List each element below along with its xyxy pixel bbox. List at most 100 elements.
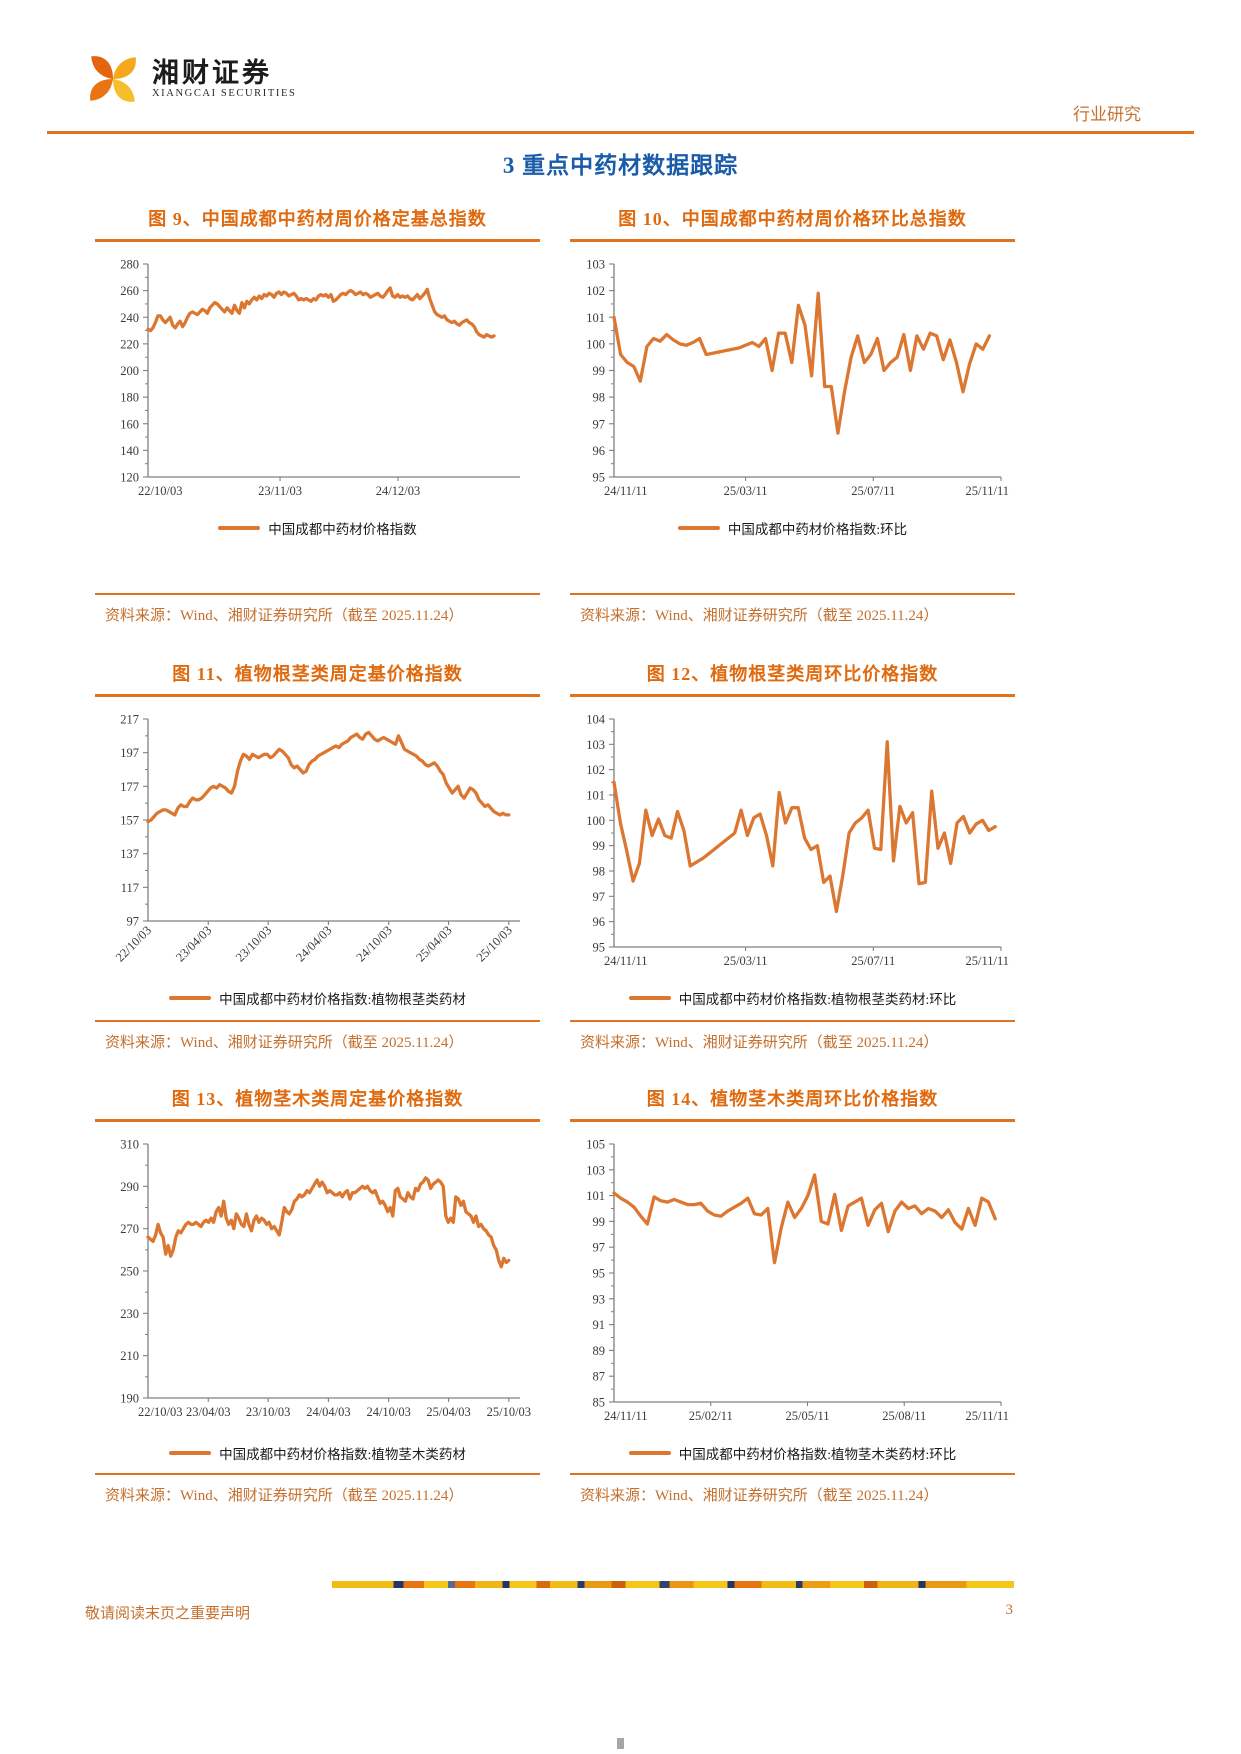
line-chart-fixed-base-total-index: 120 140 160 180 200 220 240 260 280 22/10/03 23/11… (120, 257, 520, 498)
svg-text:25/02/11: 25/02/11 (689, 1409, 733, 1423)
page-artifact (617, 1738, 624, 1749)
svg-text:220: 220 (120, 337, 139, 351)
figure-10: 图 10、中国成都中药材周价格环比总指数 95 96 97 98 99 100 101 102… (570, 203, 1015, 625)
figure-13-legend: 中国成都中药材价格指数:植物茎木类药材 (95, 1443, 540, 1463)
figure-9-chart: 120 140 160 180 200 220 240 260 280 22/10/03 23/11… (95, 254, 540, 514)
svg-text:100: 100 (586, 813, 605, 827)
svg-text:87: 87 (593, 1369, 606, 1383)
svg-text:197: 197 (120, 746, 139, 760)
svg-text:89: 89 (593, 1343, 606, 1357)
svg-text:24/04/03: 24/04/03 (293, 923, 334, 964)
svg-text:98: 98 (593, 864, 606, 878)
svg-text:290: 290 (120, 1179, 139, 1193)
svg-text:25/07/11: 25/07/11 (851, 954, 895, 968)
header-rule (47, 131, 1194, 134)
svg-text:25/10/03: 25/10/03 (474, 923, 515, 964)
svg-text:250: 250 (120, 1264, 139, 1278)
figure-9-legend: 中国成都中药材价格指数 (95, 518, 540, 538)
svg-text:104: 104 (586, 712, 606, 726)
figure-12: 图 12、植物根茎类周环比价格指数 95 96 97 98 99 100 101 102 103… (570, 658, 1015, 1052)
figure-9-title: 图 9、中国成都中药材周价格定基总指数 (148, 209, 487, 229)
svg-text:23/10/03: 23/10/03 (246, 1405, 290, 1419)
figure-12-title: 图 12、植物根茎类周环比价格指数 (646, 664, 939, 684)
svg-text:137: 137 (120, 847, 139, 861)
svg-text:25/04/03: 25/04/03 (426, 1405, 470, 1419)
svg-text:25/10/03: 25/10/03 (487, 1405, 531, 1419)
figure-10-title-rule (570, 239, 1015, 242)
figure-11-legend: 中国成都中药材价格指数:植物根茎类药材 (95, 988, 540, 1008)
svg-text:24/12/03: 24/12/03 (376, 484, 420, 498)
svg-text:240: 240 (120, 310, 139, 324)
figure-11-chart: 97 117 137 157 177 197 217 22/10/03 23/04/03 23/1… (95, 709, 540, 984)
svg-text:25/05/11: 25/05/11 (786, 1409, 830, 1423)
svg-text:103: 103 (586, 1163, 605, 1177)
svg-text:24/10/03: 24/10/03 (353, 923, 394, 964)
svg-text:102: 102 (586, 284, 605, 298)
svg-text:99: 99 (593, 1214, 606, 1228)
figure-14-legend: 中国成都中药材价格指数:植物茎木类药材:环比 (570, 1443, 1015, 1463)
svg-text:23/10/03: 23/10/03 (233, 923, 274, 964)
svg-text:180: 180 (120, 390, 139, 404)
legend-line-swatch (169, 995, 212, 1000)
figure-9-title-rule (95, 239, 540, 242)
svg-text:95: 95 (593, 1266, 606, 1280)
svg-text:97: 97 (593, 889, 606, 903)
svg-text:97: 97 (593, 1240, 606, 1254)
figure-10-title: 图 10、中国成都中药材周价格环比总指数 (618, 209, 967, 229)
svg-text:25/11/11: 25/11/11 (965, 954, 1009, 968)
svg-text:23/04/03: 23/04/03 (186, 1405, 230, 1419)
svg-text:25/11/11: 25/11/11 (965, 484, 1009, 498)
brand-subtitle: XIANGCAI SECURITIES (152, 87, 297, 99)
svg-text:310: 310 (120, 1137, 139, 1151)
legend-line-swatch (169, 1450, 212, 1455)
line-chart-wow-total-index: 95 96 97 98 99 100 101 102 103 24/11/11 25/03/11 25… (586, 257, 1009, 498)
svg-text:177: 177 (120, 779, 139, 793)
section-label: 行业研究 (1073, 105, 1141, 124)
figure-13-source: 资料来源：Wind、湘财证券研究所（截至 2025.11.24） (95, 1473, 540, 1505)
svg-text:95: 95 (593, 470, 606, 484)
legend-label: 中国成都中药材价格指数 (268, 521, 417, 537)
footer-decorative-bar (332, 1581, 1014, 1588)
svg-text:103: 103 (586, 257, 605, 271)
svg-text:85: 85 (593, 1395, 606, 1409)
figure-10-chart: 95 96 97 98 99 100 101 102 103 24/11/11 25/03/11 25… (570, 254, 1015, 514)
svg-text:25/07/11: 25/07/11 (851, 484, 895, 498)
figure-13-title: 图 13、植物茎木类周定基价格指数 (171, 1089, 464, 1109)
figure-11: 图 11、植物根茎类周定基价格指数 97 117 137 157 177 197 217 22… (95, 658, 540, 1052)
svg-text:97: 97 (127, 914, 140, 928)
svg-text:23/04/03: 23/04/03 (173, 923, 214, 964)
svg-text:103: 103 (586, 737, 605, 751)
svg-text:24/10/03: 24/10/03 (366, 1405, 410, 1419)
figure-12-source: 资料来源：Wind、湘财证券研究所（截至 2025.11.24） (570, 1020, 1015, 1052)
legend-label: 中国成都中药材价格指数:植物根茎类药材:环比 (678, 991, 957, 1007)
figure-12-title-rule (570, 694, 1015, 697)
figure-14-chart: 85 87 89 91 93 95 97 99 101 103 105 24/11/11 25/02/1… (570, 1134, 1015, 1439)
svg-text:190: 190 (120, 1391, 139, 1405)
legend-line-swatch (218, 525, 261, 530)
legend-label: 中国成都中药材价格指数:植物茎木类药材 (219, 1446, 466, 1462)
svg-text:260: 260 (120, 284, 139, 298)
svg-text:96: 96 (593, 915, 606, 929)
svg-text:120: 120 (120, 470, 139, 484)
legend-label: 中国成都中药材价格指数:植物茎木类药材:环比 (678, 1446, 957, 1462)
figure-11-title: 图 11、植物根茎类周定基价格指数 (172, 664, 463, 684)
brand-name: 湘财证券 (152, 58, 272, 89)
svg-text:210: 210 (120, 1349, 139, 1363)
line-chart-stem-fixed-base-index: 190 210 230 250 270 290 310 22/10/03 23/04/03 23/… (120, 1137, 531, 1419)
page-title: 3 重点中药材数据跟踪 (502, 153, 739, 178)
legend-line-swatch (628, 1450, 671, 1455)
figure-10-legend: 中国成都中药材价格指数:环比 (570, 518, 1015, 538)
svg-text:117: 117 (121, 880, 139, 894)
svg-text:101: 101 (586, 788, 605, 802)
svg-text:101: 101 (586, 1189, 605, 1203)
svg-text:95: 95 (593, 940, 606, 954)
figure-14: 图 14、植物茎木类周环比价格指数 85 87 89 91 93 95 97 99 101 103… (570, 1083, 1015, 1505)
svg-text:105: 105 (586, 1137, 605, 1151)
page-number: 3 (1005, 1602, 1014, 1618)
svg-text:100: 100 (586, 337, 605, 351)
svg-text:270: 270 (120, 1222, 139, 1236)
svg-text:25/08/11: 25/08/11 (882, 1409, 926, 1423)
svg-text:25/11/11: 25/11/11 (965, 1409, 1009, 1423)
svg-text:25/04/03: 25/04/03 (413, 923, 454, 964)
